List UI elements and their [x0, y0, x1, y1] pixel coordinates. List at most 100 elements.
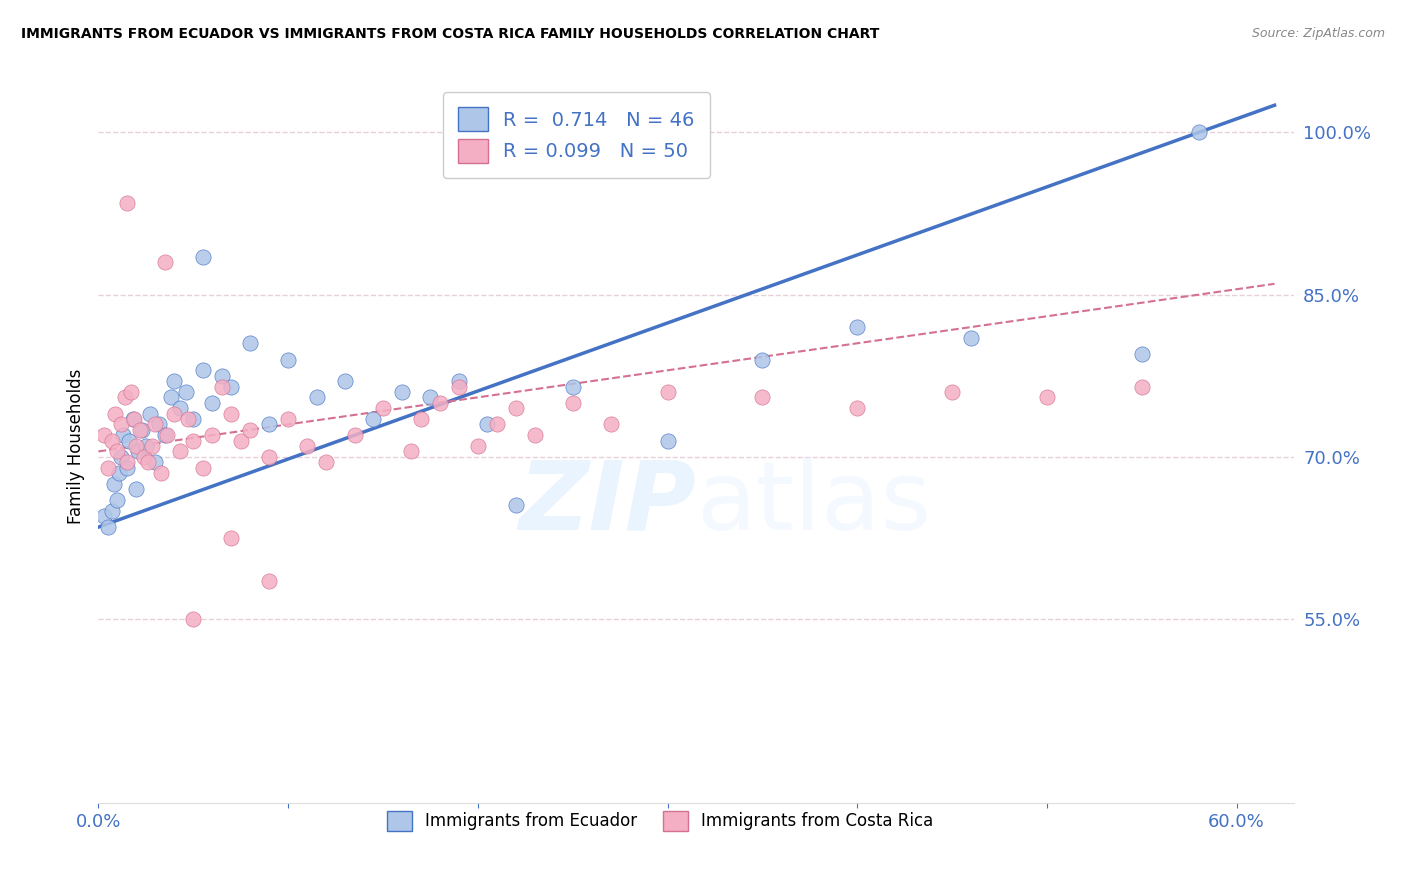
Point [229, 434, 252, 448]
Y-axis label: Family Households: Family Households [66, 368, 84, 524]
Point [447, 379, 470, 393]
Point [181, 434, 204, 448]
Point [169, 444, 191, 458]
Point [148, 417, 170, 432]
Point [105, 493, 128, 508]
Text: IMMIGRANTS FROM ECUADOR VS IMMIGRANTS FROM COSTA RICA FAMILY HOUSEHOLDS CORRELAT: IMMIGRANTS FROM ECUADOR VS IMMIGRANTS FR… [21, 27, 880, 41]
Point [143, 417, 166, 432]
Point [419, 390, 441, 404]
Point [846, 401, 869, 416]
Point [363, 412, 385, 426]
Point [343, 428, 366, 442]
Point [115, 460, 138, 475]
Point [112, 428, 135, 442]
Point [523, 428, 546, 442]
Point [295, 439, 318, 453]
Point [143, 455, 166, 469]
Point [477, 417, 499, 432]
Point [127, 444, 149, 458]
Point [561, 396, 583, 410]
Point [505, 499, 527, 513]
Point [561, 379, 583, 393]
Point [1130, 379, 1153, 393]
Legend: Immigrants from Ecuador, Immigrants from Costa Rica: Immigrants from Ecuador, Immigrants from… [374, 797, 946, 845]
Point [97, 460, 120, 475]
Point [315, 455, 337, 469]
Point [657, 384, 679, 399]
Point [169, 401, 191, 416]
Point [153, 428, 176, 442]
Point [333, 374, 356, 388]
Point [447, 374, 470, 388]
Point [391, 384, 413, 399]
Point [181, 412, 204, 426]
Point [201, 428, 224, 442]
Point [115, 455, 138, 469]
Point [599, 417, 621, 432]
Point [129, 423, 152, 437]
Point [277, 412, 299, 426]
Point [97, 520, 120, 534]
Point [163, 407, 186, 421]
Point [163, 374, 186, 388]
Point [110, 450, 132, 464]
Point [305, 390, 328, 404]
Point [174, 384, 197, 399]
Point [115, 195, 138, 210]
Point [211, 368, 233, 383]
Point [135, 439, 157, 453]
Point [485, 417, 508, 432]
Point [751, 352, 773, 367]
Point [118, 434, 141, 448]
Point [121, 412, 143, 426]
Point [120, 384, 142, 399]
Point [159, 390, 181, 404]
Point [257, 574, 280, 589]
Point [211, 379, 233, 393]
Point [1188, 125, 1211, 139]
Point [846, 320, 869, 334]
Point [409, 412, 432, 426]
Point [1130, 347, 1153, 361]
Point [505, 401, 527, 416]
Point [371, 401, 394, 416]
Point [181, 612, 204, 626]
Point [108, 466, 131, 480]
Point [150, 466, 173, 480]
Point [93, 509, 115, 524]
Point [1036, 390, 1059, 404]
Point [239, 336, 262, 351]
Point [467, 439, 489, 453]
Point [110, 417, 132, 432]
Point [277, 352, 299, 367]
Point [132, 450, 155, 464]
Point [114, 390, 136, 404]
Point [657, 434, 679, 448]
Point [191, 363, 214, 377]
Point [100, 434, 122, 448]
Point [941, 384, 963, 399]
Point [131, 423, 153, 437]
Point [156, 428, 179, 442]
Point [153, 255, 176, 269]
Point [191, 250, 214, 264]
Point [104, 407, 127, 421]
Point [960, 331, 983, 345]
Point [429, 396, 451, 410]
Point [105, 444, 128, 458]
Point [257, 450, 280, 464]
Point [219, 531, 242, 545]
Point [125, 482, 148, 496]
Point [124, 412, 146, 426]
Point [103, 476, 125, 491]
Point [141, 439, 163, 453]
Point [136, 455, 159, 469]
Point [219, 379, 242, 393]
Point [100, 504, 122, 518]
Point [219, 407, 242, 421]
Point [257, 417, 280, 432]
Text: ZIP: ZIP [517, 457, 696, 549]
Point [93, 428, 115, 442]
Text: atlas: atlas [696, 457, 931, 549]
Point [125, 439, 148, 453]
